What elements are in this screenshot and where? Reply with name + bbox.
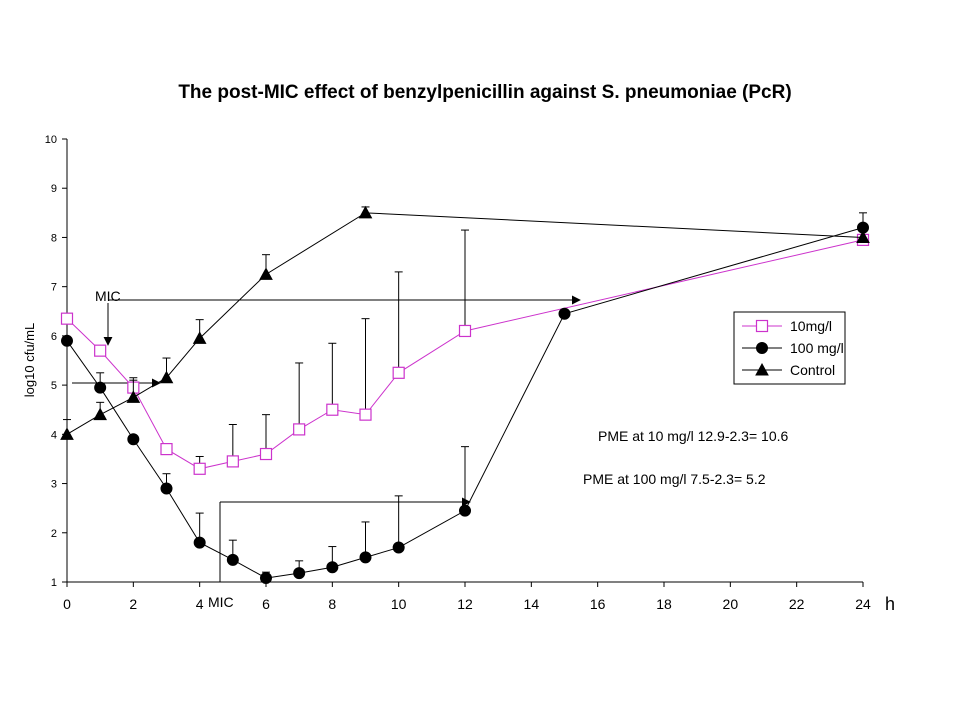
annotation-layer: MIC MIC PME at 10 mg/l 12.9-2.3= 10.6 PME a… [72,288,788,610]
data-point-circle [226,553,239,566]
data-point-square [755,319,769,333]
data-point-triangle [192,331,207,344]
data-point-circle [260,572,272,585]
x-tick-label: 2 [129,596,137,612]
data-point-circle [127,433,140,446]
y-tick-label: 1 [51,577,57,589]
data-point-triangle [358,205,373,219]
data-point-circle [160,482,173,495]
y-tick-label: 2 [51,528,57,540]
annotation-mic-upper: MIC [95,288,121,304]
x-tick-label: 16 [590,596,606,612]
data-point-square [392,366,405,379]
y-axis-label: log10 cfu/mL [22,323,37,397]
x-tick-label: 6 [262,596,270,612]
series-line [66,212,864,435]
data-point-square [458,324,472,338]
data-point-circle [558,307,571,320]
data-point-triangle [159,370,174,384]
series-layer [60,205,870,585]
y-tick-label: 8 [51,232,57,244]
legend-label: 100 mg/l [790,340,844,356]
annotation-pme-100: PME at 100 mg/l 7.5-2.3= 5.2 [583,471,766,487]
data-point-square [359,408,372,421]
y-tick-label: 3 [51,479,57,491]
data-point-circle [94,381,107,394]
x-tick-label: 12 [457,596,473,612]
x-tick-label: 20 [723,596,739,612]
data-point-circle [326,561,339,574]
data-point-circle [459,504,471,517]
x-tick-label: 22 [789,596,805,612]
data-point-square [60,312,74,325]
data-point-triangle [259,267,273,280]
x-tick-label: 18 [656,596,672,612]
chart-title: The post-MIC effect of benzylpenicillin … [178,82,791,103]
data-point-circle [756,342,768,354]
data-point-square [94,344,107,357]
data-point-triangle [93,407,108,421]
x-tick-label: 4 [196,596,204,612]
data-point-square [293,423,306,436]
data-point-triangle [755,362,769,376]
data-point-square [259,447,273,461]
data-point-circle [193,536,206,549]
data-point-square [226,455,239,468]
data-point-circle [61,334,73,347]
data-point-circle [293,567,306,580]
y-tick-label: 10 [45,134,57,146]
y-tick-label: 5 [51,380,57,392]
data-point-square [326,403,339,416]
data-point-triangle [126,390,141,403]
series-1 [61,212,869,585]
x-tick-label: 24 [855,596,871,612]
series-line [66,227,864,579]
data-point-square [193,462,206,475]
annotation-pme-10: PME at 10 mg/l 12.9-2.3= 10.6 [598,428,788,444]
x-tick-label: 8 [328,596,336,612]
data-point-triangle [856,230,870,243]
legend: 10mg/l 100 mg/l Control [733,311,846,385]
data-point-circle [359,551,372,564]
data-point-triangle [60,427,74,440]
data-point-circle [392,541,405,554]
x-tick-label: 10 [391,596,407,612]
legend-label: Control [790,362,835,378]
x-tick-label: 14 [524,596,540,612]
legend-label: 10mg/l [790,318,832,334]
y-tick-label: 7 [51,282,57,294]
x-tick-label: 0 [63,596,71,612]
series-2 [60,205,870,440]
y-tick-label: 4 [51,429,57,441]
y-tick-label: 6 [51,331,57,343]
data-point-square [160,443,173,456]
x-axis-unit-label: h [885,594,895,614]
y-tick-label: 9 [51,183,57,195]
annotation-mic-lower: MIC [208,594,234,610]
